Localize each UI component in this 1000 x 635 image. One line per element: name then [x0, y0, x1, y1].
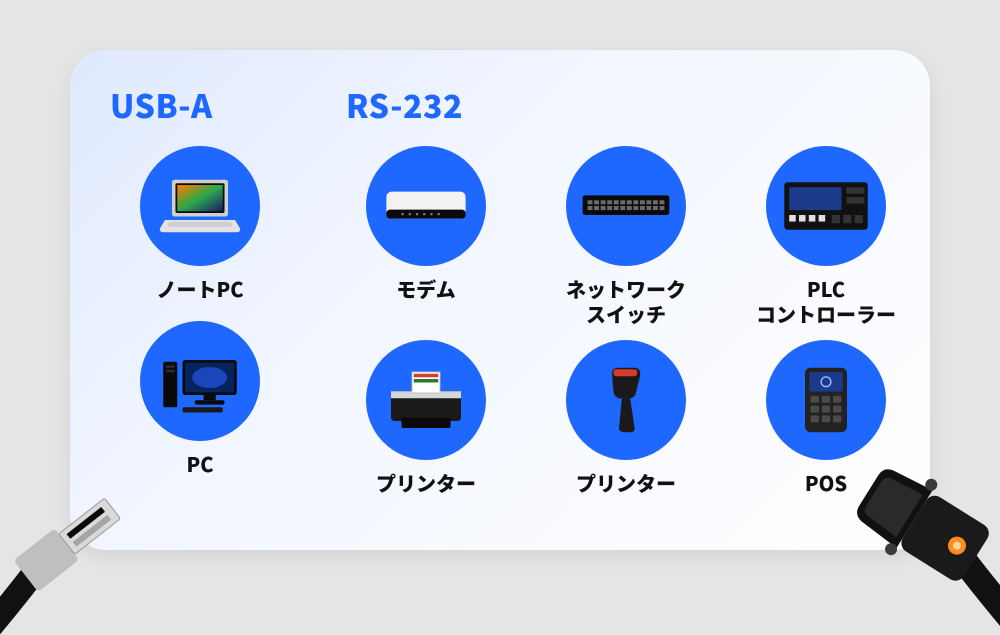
- item-printer: プリンター: [346, 340, 506, 495]
- circle-laptop: [140, 146, 260, 266]
- rs232-heading: RS-232: [346, 82, 906, 128]
- label-modem: モデム: [396, 276, 456, 301]
- printer-icon: [381, 365, 471, 435]
- item-modem: モデム: [346, 146, 506, 326]
- item-plc: PLC コントローラー: [746, 146, 906, 326]
- desktop-icon: [155, 346, 245, 416]
- label-plc: PLC コントローラー: [756, 276, 896, 326]
- network-switch-icon: [581, 171, 671, 241]
- barcode-scanner-icon: [581, 365, 671, 435]
- circle-scanner: [566, 340, 686, 460]
- circle-desktop: [140, 321, 260, 441]
- label-scanner: プリンター: [576, 470, 676, 495]
- circle-switch: [566, 146, 686, 266]
- modem-icon: [381, 171, 471, 241]
- label-switch: ネットワーク スイッチ: [566, 276, 686, 326]
- item-switch: ネットワーク スイッチ: [546, 146, 706, 326]
- laptop-icon: [155, 171, 245, 241]
- plc-controller-icon: [781, 171, 871, 241]
- label-printer: プリンター: [376, 470, 476, 495]
- usb-a-connector-icon: [0, 435, 230, 635]
- rs232-row-1: モデム ネットワーク スイッチ: [346, 146, 906, 326]
- circle-plc: [766, 146, 886, 266]
- usb-a-heading: USB-A: [110, 82, 290, 128]
- item-scanner: プリンター: [546, 340, 706, 495]
- circle-printer: [366, 340, 486, 460]
- rs232-connector-icon: [790, 405, 1000, 635]
- circle-modem: [366, 146, 486, 266]
- item-laptop: ノートPC: [110, 146, 290, 301]
- label-laptop: ノートPC: [156, 276, 243, 301]
